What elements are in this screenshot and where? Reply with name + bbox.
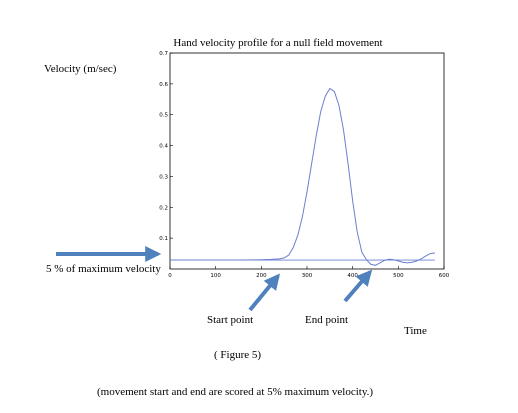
y-tick-label: 0.7: [159, 51, 168, 57]
end-point-arrow: [343, 269, 373, 303]
y-axis-label: Velocity (m/sec): [44, 63, 117, 75]
y-axis-ticks: 0.1 0.2 0.3 0.4 0.5 0.6 0.7: [159, 51, 173, 242]
x-tick-label: 200: [256, 273, 267, 279]
velocity-series-line: [170, 87, 435, 266]
start-point-label: Start point: [207, 314, 253, 326]
threshold-label: 5 % of maximum velocity: [46, 263, 161, 275]
x-tick-label: 300: [302, 273, 313, 279]
plot-frame: [169, 52, 445, 270]
y-tick-label: 0.6: [159, 82, 168, 88]
y-tick-label: 0.5: [159, 113, 168, 119]
x-axis-ticks: 0 100 200 300 400 500 600: [168, 266, 450, 279]
x-tick-label: 600: [439, 273, 450, 279]
x-tick-label: 400: [347, 273, 358, 279]
x-tick-label: 500: [393, 273, 404, 279]
y-tick-label: 0.1: [159, 236, 168, 242]
start-point-arrow: [248, 273, 281, 312]
figure-label: ( Figure 5): [214, 349, 261, 361]
y-tick-label: 0.2: [159, 205, 168, 211]
y-tick-label: 0.4: [159, 144, 168, 150]
x-tick-label: 0: [168, 273, 172, 279]
plot-area: 0.1 0.2 0.3 0.4 0.5 0.6 0.7 0 100 200 300 400 500 60…: [159, 51, 449, 279]
y-tick-label: 0.3: [159, 174, 168, 180]
figure-caption: (movement start and end are scored at 5%…: [97, 386, 373, 398]
end-point-label: End point: [305, 314, 348, 326]
x-axis-label: Time: [404, 325, 427, 337]
x-tick-label: 100: [210, 273, 221, 279]
chart-title: Hand velocity profile for a null field m…: [173, 37, 382, 49]
